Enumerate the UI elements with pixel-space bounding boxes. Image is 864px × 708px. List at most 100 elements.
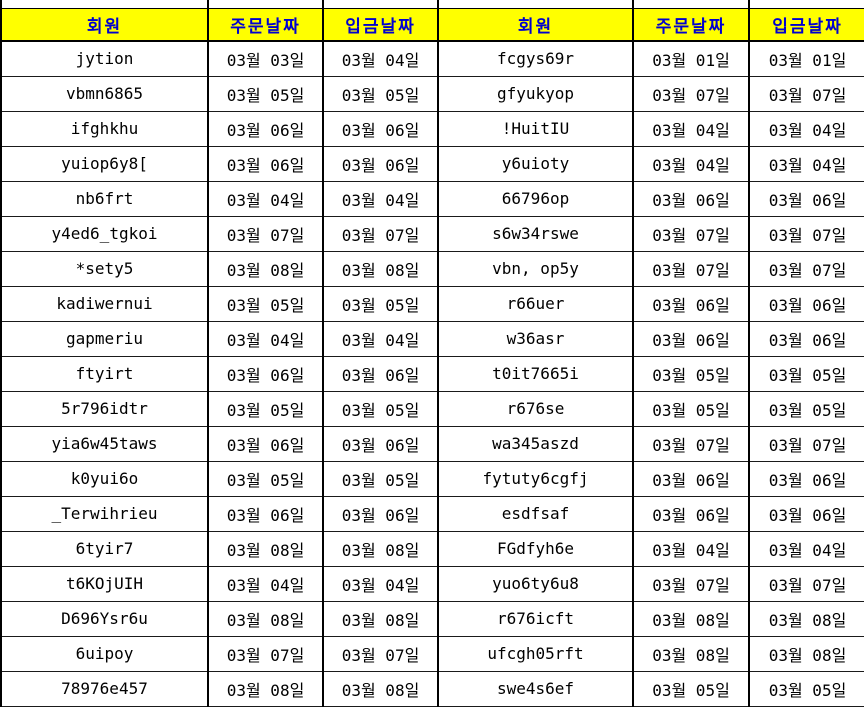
order-date-cell[interactable]: 03월 08일 (207, 600, 324, 637)
deposit-date-cell[interactable]: 03월 06일 (322, 145, 439, 182)
header-member-right[interactable]: 회원 (437, 8, 634, 42)
deposit-date-cell[interactable]: 03월 04일 (748, 110, 864, 147)
member-cell[interactable]: r676icft (437, 600, 634, 637)
order-date-cell[interactable]: 03월 06일 (632, 180, 750, 217)
member-cell[interactable]: t6KOjUIH (0, 565, 209, 602)
member-cell[interactable]: jytion (0, 40, 209, 77)
member-cell[interactable]: FGdfyh6e (437, 530, 634, 567)
deposit-date-cell[interactable]: 03월 07일 (322, 635, 439, 672)
order-date-cell[interactable]: 03월 04일 (632, 530, 750, 567)
order-date-cell[interactable]: 03월 04일 (632, 145, 750, 182)
deposit-date-cell[interactable]: 03월 01일 (748, 40, 864, 77)
deposit-date-cell[interactable]: 03월 06일 (748, 460, 864, 497)
deposit-date-cell[interactable]: 03월 08일 (748, 635, 864, 672)
deposit-date-cell[interactable]: 03월 06일 (748, 285, 864, 322)
order-date-cell[interactable]: 03월 04일 (207, 565, 324, 602)
member-cell[interactable]: gapmeriu (0, 320, 209, 357)
member-cell[interactable]: yuo6ty6u8 (437, 565, 634, 602)
member-cell[interactable]: kadiwernui (0, 285, 209, 322)
deposit-date-cell[interactable]: 03월 07일 (748, 75, 864, 112)
member-cell[interactable]: nb6frt (0, 180, 209, 217)
member-cell[interactable]: ufcgh05rft (437, 635, 634, 672)
header-order-right[interactable]: 주문날짜 (632, 8, 750, 42)
member-cell[interactable]: s6w34rswe (437, 215, 634, 252)
order-date-cell[interactable]: 03월 06일 (207, 110, 324, 147)
deposit-date-cell[interactable]: 03월 04일 (748, 530, 864, 567)
deposit-date-cell[interactable]: 03월 06일 (322, 425, 439, 462)
order-date-cell[interactable]: 03월 06일 (632, 460, 750, 497)
order-date-cell[interactable]: 03월 04일 (207, 180, 324, 217)
deposit-date-cell[interactable]: 03월 06일 (322, 355, 439, 392)
order-date-cell[interactable]: 03월 05일 (632, 355, 750, 392)
member-cell[interactable]: ifghkhu (0, 110, 209, 147)
order-date-cell[interactable]: 03월 07일 (632, 75, 750, 112)
member-cell[interactable]: fcgys69r (437, 40, 634, 77)
deposit-date-cell[interactable]: 03월 05일 (322, 390, 439, 427)
header-deposit-left[interactable]: 입금날짜 (322, 8, 439, 42)
member-cell[interactable]: w36asr (437, 320, 634, 357)
order-date-cell[interactable]: 03월 06일 (207, 355, 324, 392)
order-date-cell[interactable]: 03월 03일 (207, 40, 324, 77)
deposit-date-cell[interactable]: 03월 06일 (322, 495, 439, 532)
member-cell[interactable]: r676se (437, 390, 634, 427)
order-date-cell[interactable]: 03월 08일 (632, 600, 750, 637)
member-cell[interactable]: swe4s6ef (437, 670, 634, 707)
deposit-date-cell[interactable]: 03월 08일 (748, 600, 864, 637)
order-date-cell[interactable]: 03월 08일 (207, 530, 324, 567)
deposit-date-cell[interactable]: 03월 05일 (748, 355, 864, 392)
order-date-cell[interactable]: 03월 07일 (632, 250, 750, 287)
header-order-left[interactable]: 주문날짜 (207, 8, 324, 42)
member-cell[interactable]: 6uipoy (0, 635, 209, 672)
order-date-cell[interactable]: 03월 06일 (632, 285, 750, 322)
member-cell[interactable]: 6tyir7 (0, 530, 209, 567)
member-cell[interactable]: wa345aszd (437, 425, 634, 462)
member-cell[interactable]: !HuitIU (437, 110, 634, 147)
member-cell[interactable]: y4ed6_tgkoi (0, 215, 209, 252)
deposit-date-cell[interactable]: 03월 07일 (748, 250, 864, 287)
deposit-date-cell[interactable]: 03월 05일 (322, 75, 439, 112)
member-cell[interactable]: D696Ysr6u (0, 600, 209, 637)
deposit-date-cell[interactable]: 03월 08일 (322, 600, 439, 637)
member-cell[interactable]: k0yui6o (0, 460, 209, 497)
order-date-cell[interactable]: 03월 08일 (207, 250, 324, 287)
order-date-cell[interactable]: 03월 07일 (632, 425, 750, 462)
member-cell[interactable]: 66796op (437, 180, 634, 217)
order-date-cell[interactable]: 03월 05일 (207, 460, 324, 497)
member-cell[interactable]: 5r796idtr (0, 390, 209, 427)
deposit-date-cell[interactable]: 03월 04일 (748, 145, 864, 182)
deposit-date-cell[interactable]: 03월 07일 (748, 425, 864, 462)
member-cell[interactable]: vbmn6865 (0, 75, 209, 112)
order-date-cell[interactable]: 03월 05일 (207, 75, 324, 112)
order-date-cell[interactable]: 03월 08일 (632, 635, 750, 672)
deposit-date-cell[interactable]: 03월 04일 (322, 320, 439, 357)
member-cell[interactable]: y6uioty (437, 145, 634, 182)
member-cell[interactable]: yuiop6y8[ (0, 145, 209, 182)
order-date-cell[interactable]: 03월 04일 (207, 320, 324, 357)
order-date-cell[interactable]: 03월 07일 (632, 565, 750, 602)
order-date-cell[interactable]: 03월 07일 (207, 635, 324, 672)
deposit-date-cell[interactable]: 03월 07일 (748, 565, 864, 602)
deposit-date-cell[interactable]: 03월 06일 (748, 180, 864, 217)
member-cell[interactable]: _Terwihrieu (0, 495, 209, 532)
member-cell[interactable]: gfyukyop (437, 75, 634, 112)
deposit-date-cell[interactable]: 03월 07일 (322, 215, 439, 252)
deposit-date-cell[interactable]: 03월 07일 (748, 215, 864, 252)
deposit-date-cell[interactable]: 03월 05일 (748, 390, 864, 427)
deposit-date-cell[interactable]: 03월 04일 (322, 40, 439, 77)
member-cell[interactable]: ftyirt (0, 355, 209, 392)
order-date-cell[interactable]: 03월 05일 (632, 390, 750, 427)
order-date-cell[interactable]: 03월 06일 (207, 425, 324, 462)
deposit-date-cell[interactable]: 03월 06일 (322, 110, 439, 147)
order-date-cell[interactable]: 03월 05일 (207, 285, 324, 322)
order-date-cell[interactable]: 03월 07일 (207, 215, 324, 252)
deposit-date-cell[interactable]: 03월 06일 (748, 320, 864, 357)
order-date-cell[interactable]: 03월 05일 (207, 390, 324, 427)
deposit-date-cell[interactable]: 03월 08일 (322, 530, 439, 567)
member-cell[interactable]: r66uer (437, 285, 634, 322)
member-cell[interactable]: yia6w45taws (0, 425, 209, 462)
header-member-left[interactable]: 회원 (0, 8, 209, 42)
order-date-cell[interactable]: 03월 08일 (207, 670, 324, 707)
member-cell[interactable]: *sety5 (0, 250, 209, 287)
order-date-cell[interactable]: 03월 06일 (632, 320, 750, 357)
deposit-date-cell[interactable]: 03월 06일 (748, 495, 864, 532)
